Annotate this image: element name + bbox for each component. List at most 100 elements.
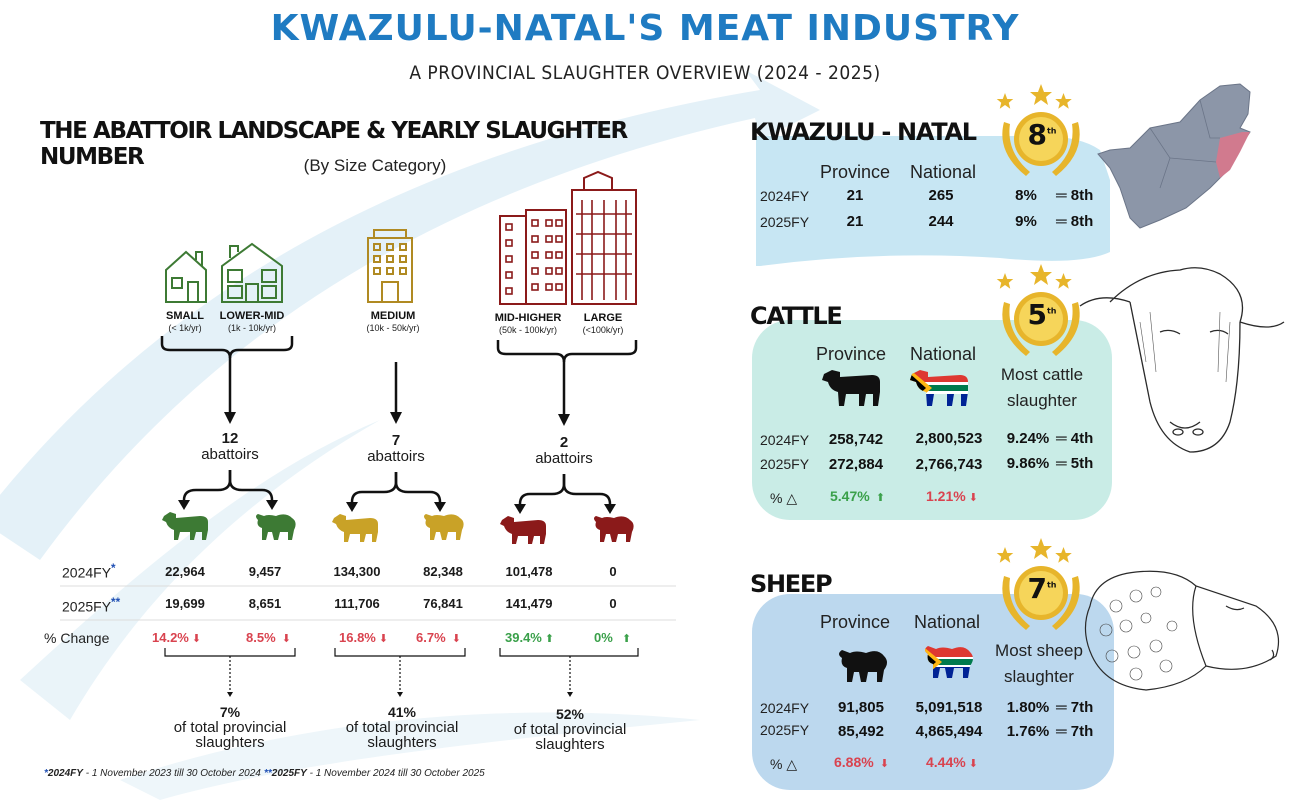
sheep-row1-fy: 2024FY bbox=[760, 700, 810, 716]
sheep-row2-pct: 1.76% bbox=[1006, 723, 1050, 740]
kzn-rank-badge bbox=[996, 84, 1080, 176]
share-large-label-2: slaughters bbox=[535, 736, 605, 753]
value-2025-large-cattle: 141,479 bbox=[505, 596, 553, 611]
cattle-row2-province: 272,884 bbox=[828, 456, 884, 473]
row-label-change: % Change bbox=[44, 630, 110, 646]
cattle-delta-province: 5.47% ⬆ bbox=[830, 488, 886, 504]
category-medium-label: MEDIUM bbox=[370, 310, 416, 322]
landscape-title: THE ABATTOIR LANDSCAPE & YEARLY SLAUGHTE… bbox=[40, 118, 628, 170]
sheep-head-province: Province bbox=[819, 612, 891, 632]
sheep-rank-badge bbox=[996, 538, 1080, 630]
arrow-down-icon: ⬇ bbox=[445, 633, 461, 645]
change-large-cattle: 39.4% ⬆ bbox=[505, 630, 555, 645]
arrow-down-icon: ⬇ bbox=[275, 633, 291, 645]
large-towers-icon bbox=[499, 170, 637, 305]
value-2025-small: 19,699 bbox=[165, 596, 205, 611]
sheep-delta-label: % △ bbox=[770, 756, 798, 772]
arrow-down-icon: ⬇ bbox=[188, 633, 202, 645]
value-2025-medium-sheep: 76,841 bbox=[423, 596, 463, 611]
row-label-2024: 2024FY* bbox=[62, 562, 116, 581]
cattle-delta-label: % △ bbox=[770, 490, 798, 506]
kzn-head-province: Province bbox=[819, 162, 891, 182]
cow-sa-flag-icon bbox=[910, 370, 968, 406]
landscape-subtitle: (By Size Category) bbox=[303, 156, 447, 175]
cattle-row2-pct: 9.86% bbox=[1006, 455, 1050, 472]
kzn-row1-rank: ═ 8th bbox=[1056, 187, 1094, 204]
cattle-row2-fy: 2025FY bbox=[760, 456, 810, 472]
kzn-title: KWAZULU - NATAL bbox=[750, 118, 977, 146]
value-2025-large-sheep: 0 bbox=[609, 596, 617, 611]
footnote-2025fy: **2025FY - 1 November 2024 till 30 Octob… bbox=[264, 768, 485, 779]
kzn-row1-fy: 2024FY bbox=[760, 188, 810, 204]
share-small-label-2: slaughters bbox=[195, 734, 265, 751]
cow-head-illustration bbox=[1079, 267, 1285, 453]
arrow-up-icon: ⬆ bbox=[541, 633, 555, 645]
category-lowermid-range: (1k - 10k/yr) bbox=[227, 323, 276, 333]
kzn-row2-fy: 2025FY bbox=[760, 214, 810, 230]
cattle-most-line1: Most cattle bbox=[1000, 365, 1084, 384]
share-medium-label: of total provincial bbox=[345, 719, 459, 736]
value-2024-large-sheep: 0 bbox=[609, 564, 617, 579]
small-lowermid-houses-icon bbox=[165, 242, 283, 303]
main-title: KWAZULU-NATAL'S MEAT INDUSTRY bbox=[270, 8, 1020, 49]
category-lowermid-label: LOWER-MID bbox=[219, 310, 285, 322]
category-small-label: SMALL bbox=[166, 310, 204, 322]
cattle-delta-national: 1.21% ⬇ bbox=[926, 488, 978, 504]
sheep-most-line1: Most sheep bbox=[995, 641, 1083, 660]
category-small-range: (< 1k/yr) bbox=[168, 323, 202, 333]
cattle-row1-fy: 2024FY bbox=[760, 432, 810, 448]
sheep-head-illustration bbox=[1084, 570, 1280, 691]
sheep-row1-province: 91,805 bbox=[838, 699, 884, 716]
kzn-row1-pct: 8% bbox=[1015, 187, 1037, 204]
group3-count-label: abattoirs bbox=[535, 450, 593, 467]
kzn-row1-national: 265 bbox=[928, 187, 954, 204]
value-2024-large-cattle: 101,478 bbox=[505, 564, 553, 579]
cattle-rank-number: 5th bbox=[1027, 298, 1057, 331]
kzn-row1-province: 21 bbox=[846, 187, 864, 204]
kzn-row2-pct: 9% bbox=[1015, 213, 1037, 230]
value-2024-medium-sheep: 82,348 bbox=[423, 564, 463, 579]
group1-count-label: abattoirs bbox=[201, 446, 259, 463]
group2-count-label: abattoirs bbox=[367, 448, 425, 465]
cattle-panel-bg bbox=[752, 320, 1112, 520]
cattle-most-line2: slaughter bbox=[1007, 391, 1077, 410]
cattle-row1-province: 258,742 bbox=[828, 431, 884, 448]
category-large-label: LARGE bbox=[583, 312, 623, 324]
delta-icon: △ bbox=[786, 756, 798, 772]
share-large-label: of total provincial bbox=[513, 721, 627, 738]
arrow-down-icon: ⬇ bbox=[873, 758, 890, 770]
kzn-head-national: National bbox=[909, 162, 977, 182]
category-midhigher-label: MID-HIGHER bbox=[494, 312, 562, 324]
sheep-silhouette-icon bbox=[839, 650, 887, 682]
arrow-up-icon: ⬆ bbox=[869, 492, 886, 504]
delta-icon: △ bbox=[786, 490, 798, 506]
cattle-row1-pct: 9.24% bbox=[1006, 430, 1050, 447]
change-large-sheep: 0% ⬆ bbox=[594, 630, 632, 645]
sheep-sa-flag-icon bbox=[925, 646, 973, 678]
change-medium-cattle: 16.8% ⬇ bbox=[339, 630, 389, 645]
arrow-down-icon: ⬇ bbox=[965, 492, 978, 504]
arrow-down-icon: ⬇ bbox=[375, 633, 389, 645]
category-midhigher-range: (50k - 100k/yr) bbox=[498, 325, 558, 335]
sheep-rank-number: 7th bbox=[1027, 572, 1057, 605]
sheep-row2-province: 85,492 bbox=[838, 723, 884, 740]
change-lowermid: 8.5% ⬇ bbox=[246, 630, 291, 645]
cattle-row1-rank: ═ 4th bbox=[1056, 430, 1094, 447]
group2-count: 7 bbox=[391, 432, 401, 449]
cattle-head-national: National bbox=[909, 344, 977, 364]
sheep-row2-fy: 2025FY bbox=[760, 722, 810, 738]
cattle-head-province: Province bbox=[815, 344, 887, 364]
change-medium-sheep: 6.7% ⬇ bbox=[416, 630, 461, 645]
sheep-title: SHEEP bbox=[750, 570, 833, 598]
value-2024-medium-cattle: 134,300 bbox=[333, 564, 381, 579]
arrow-down-icon: ⬇ bbox=[965, 758, 978, 770]
change-small: 14.2% ⬇ bbox=[152, 630, 202, 645]
medium-building-icon bbox=[367, 229, 413, 303]
value-2025-medium-cattle: 111,706 bbox=[334, 596, 380, 611]
cattle-title: CATTLE bbox=[750, 302, 843, 330]
category-large-range: (<100k/yr) bbox=[582, 325, 624, 335]
arrow-up-icon: ⬆ bbox=[612, 633, 632, 645]
value-2024-lowermid: 9,457 bbox=[248, 564, 282, 579]
sheep-head-national: National bbox=[913, 612, 981, 632]
